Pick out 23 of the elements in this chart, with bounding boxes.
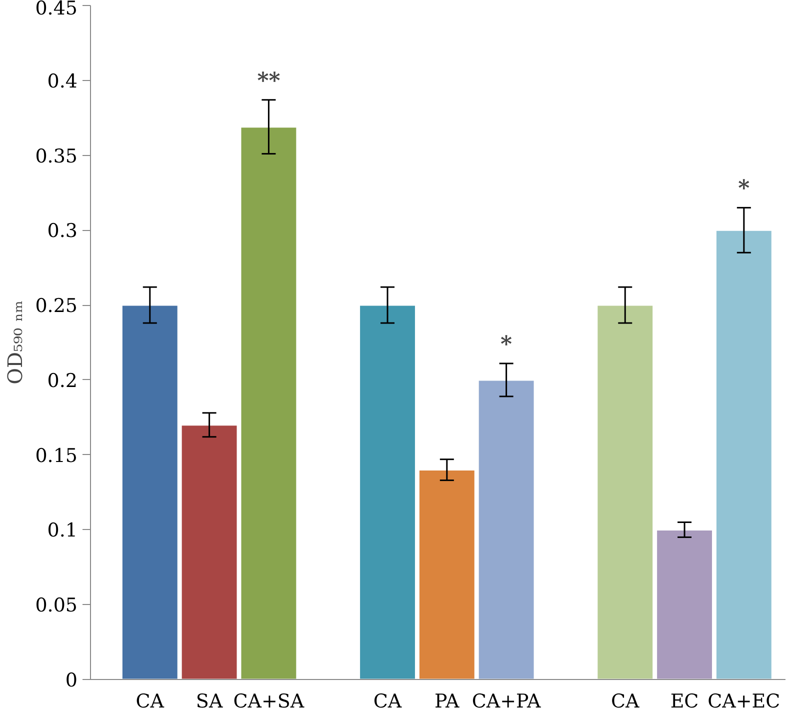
x-tick-label: PA [434,690,460,712]
y-tick-label: 0 [65,670,78,692]
x-tick-label: SA [196,690,223,712]
x-tick-label: CA [610,690,640,712]
annotation: * [500,331,513,358]
x-tick-label: EC [670,690,699,712]
y-tick-label: 0.35 [35,145,78,168]
y-tick-label: 0.2 [47,370,78,392]
y-tick-label: 0.1 [47,520,78,542]
x-tick-label: CA [373,690,402,712]
annotation: ** [257,68,281,94]
y-tick-label: 0.05 [35,594,78,617]
x-tick-label: CA+PA [472,690,542,712]
y-axis-title: OD₅₉₀ ₙₘ [3,300,28,384]
y-tick-label: 0.45 [35,0,78,20]
x-tick-label: CA [136,690,164,712]
y-tick-label: 0.4 [47,70,78,92]
y-tick-label: 0.25 [35,295,78,318]
y-tick-label: 0.15 [35,444,78,467]
y-tick-label: 0.3 [47,220,78,242]
x-tick-label: CA+EC [708,690,780,712]
annotation: * [738,176,750,202]
x-tick-label: CA+SA [233,690,304,712]
